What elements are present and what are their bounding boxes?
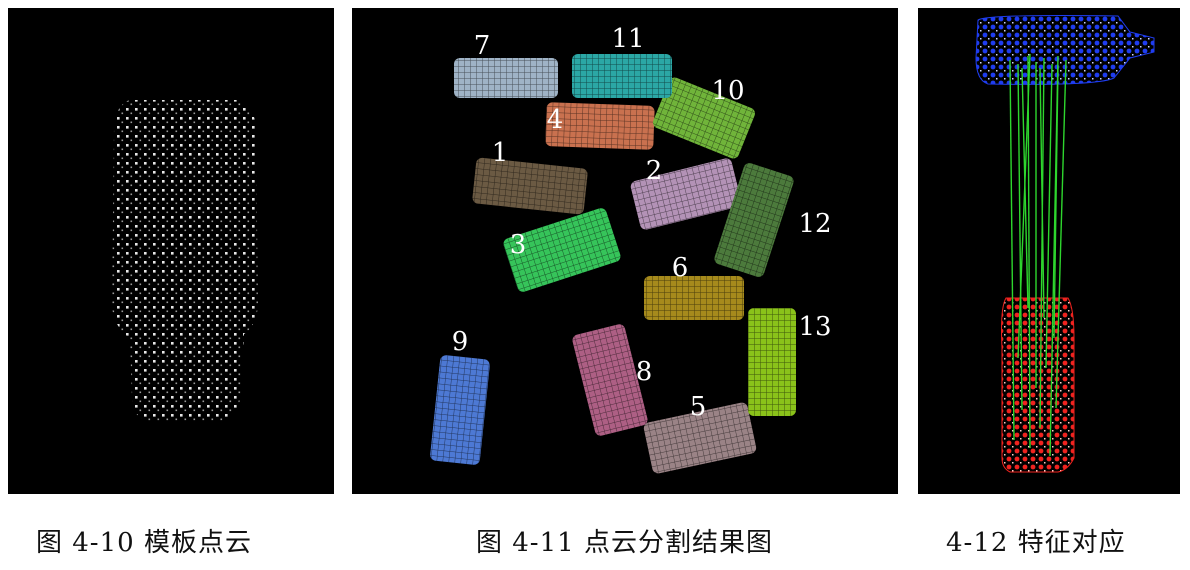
segment-3: [503, 208, 621, 292]
segment-9-mesh: [430, 355, 490, 465]
segment-label-12: 12: [798, 209, 831, 239]
segment-label-3: 3: [510, 230, 527, 260]
match-line: [1017, 53, 1031, 359]
segment-13-mesh: [748, 308, 796, 416]
segment-11: [572, 54, 672, 98]
feature-correspondence: [975, 15, 1155, 473]
segment-9: [430, 355, 490, 465]
match-line: [1039, 67, 1045, 319]
template-cloud-shape: [112, 100, 258, 422]
match-line: [1009, 59, 1015, 441]
segment-label-2: 2: [646, 156, 663, 186]
match-line: [1045, 63, 1053, 369]
match-line: [1055, 59, 1067, 409]
segment-label-8: 8: [636, 357, 653, 387]
segment-5-mesh: [643, 402, 757, 474]
segment-label-9: 9: [452, 327, 469, 357]
segment-7: [454, 58, 558, 98]
segment-10-mesh: [653, 77, 755, 159]
segment-4: [545, 102, 655, 150]
segment-11-mesh: [572, 54, 672, 98]
segment-7-mesh: [454, 58, 558, 98]
template-cloud-blue: [975, 15, 1155, 85]
segment-label-4: 4: [547, 105, 564, 135]
match-line: [1039, 57, 1045, 429]
segment-8-mesh: [572, 324, 648, 436]
segment-12: [714, 163, 794, 277]
segment-6-mesh: [644, 276, 744, 320]
figure-4-12-caption: 4-12 特征对应: [946, 528, 1126, 558]
figure-4-10-caption: 图 4-10 模板点云: [36, 528, 252, 558]
feature-correspondence-panel: [918, 8, 1180, 494]
segmentation-panel: 1 2 3 4 5 6 7 8 9 10 11 12 13: [352, 8, 898, 494]
segment-4-mesh: [545, 102, 655, 150]
correspondence-lines: [1009, 53, 1067, 457]
segment-5: [643, 402, 757, 474]
segment-12-mesh: [714, 163, 794, 277]
segment-13: [748, 308, 796, 416]
segment-2-mesh: [630, 158, 742, 230]
segment-1-mesh: [472, 157, 588, 215]
scene-cloud-red: [1001, 297, 1075, 473]
segment-label-1: 1: [492, 138, 509, 168]
match-line: [1017, 63, 1023, 411]
template-point-cloud-panel: [8, 8, 334, 494]
segment-label-11: 11: [611, 24, 644, 54]
match-line: [1053, 65, 1059, 339]
segment-8: [572, 324, 648, 436]
segment-label-13: 13: [798, 312, 831, 342]
segment-2: [630, 158, 742, 230]
segment-label-10: 10: [711, 76, 744, 106]
match-line: [1027, 55, 1031, 449]
segment-3-mesh: [503, 208, 621, 292]
segment-label-6: 6: [672, 253, 689, 283]
segment-6: [644, 276, 744, 320]
segment-10: [653, 77, 755, 159]
template-point-cloud: [112, 100, 258, 422]
segment-1: [472, 157, 588, 215]
segment-label-7: 7: [474, 31, 491, 61]
figure-4-11-caption: 图 4-11 点云分割结果图: [476, 528, 773, 558]
segment-label-5: 5: [690, 392, 707, 422]
